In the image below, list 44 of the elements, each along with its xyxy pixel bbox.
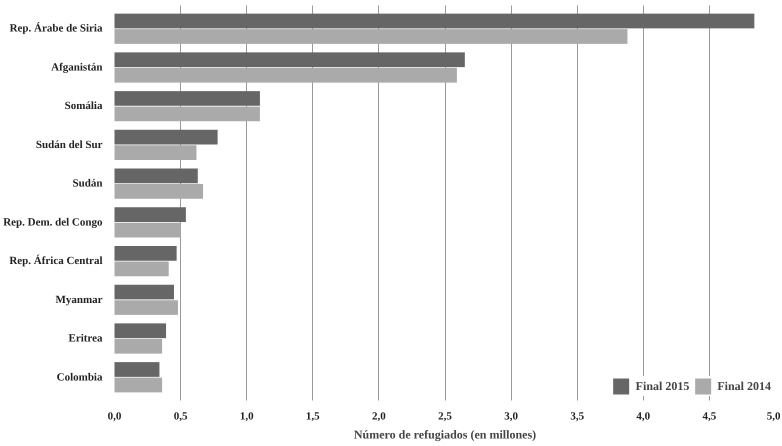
x-tick-label: 1,0 bbox=[240, 410, 254, 422]
bar bbox=[114, 323, 166, 338]
x-tick-label: 0,0 bbox=[108, 410, 122, 422]
x-tick-label: 5,0 bbox=[766, 410, 781, 422]
y-tick-label: Somália bbox=[64, 100, 103, 112]
bar bbox=[114, 261, 169, 276]
x-tick-label: 0,5 bbox=[174, 410, 188, 422]
bar bbox=[114, 184, 204, 199]
x-tick-label: 1,5 bbox=[306, 410, 320, 422]
x-tick-label: 4,0 bbox=[636, 410, 651, 422]
y-tick-label: Rep. Árabe de Siria bbox=[10, 22, 103, 35]
bar bbox=[114, 145, 196, 160]
bar bbox=[114, 362, 160, 377]
bar bbox=[114, 52, 465, 68]
legend-label: Final 2015 bbox=[636, 378, 690, 394]
y-tick-label: Sudán bbox=[72, 178, 103, 190]
x-tick-label: 2,0 bbox=[372, 410, 386, 422]
bar bbox=[114, 222, 181, 238]
bar bbox=[114, 130, 218, 145]
bar bbox=[114, 106, 260, 122]
bar bbox=[114, 68, 457, 83]
y-tick-label: Eritrea bbox=[68, 332, 103, 345]
bar bbox=[114, 378, 162, 392]
bar bbox=[114, 338, 162, 354]
x-tick-label: 2,5 bbox=[438, 410, 452, 422]
bar bbox=[114, 284, 174, 300]
bar bbox=[114, 207, 186, 222]
x-tick-label: 3,5 bbox=[570, 410, 585, 422]
x-tick-label: 4,5 bbox=[702, 410, 717, 422]
y-tick-label: Afganistán bbox=[51, 61, 102, 74]
bar bbox=[114, 29, 628, 44]
x-axis-title: Número de refugiados (en millones) bbox=[354, 428, 536, 442]
x-tick-label: 3,0 bbox=[504, 410, 518, 422]
y-tick-label: Rep. Dem. del Congo bbox=[3, 216, 103, 228]
legend-label: Final 2014 bbox=[717, 378, 771, 394]
bar bbox=[114, 91, 260, 106]
bar bbox=[114, 168, 198, 184]
bar bbox=[114, 300, 178, 315]
y-tick-label: Myanmar bbox=[55, 294, 103, 306]
y-tick-label: Sudán del Sur bbox=[36, 138, 103, 151]
y-tick-label: Rep. África Central bbox=[9, 254, 103, 268]
bar bbox=[114, 246, 177, 261]
bar bbox=[114, 14, 754, 28]
y-tick-label: Colombia bbox=[56, 371, 103, 384]
